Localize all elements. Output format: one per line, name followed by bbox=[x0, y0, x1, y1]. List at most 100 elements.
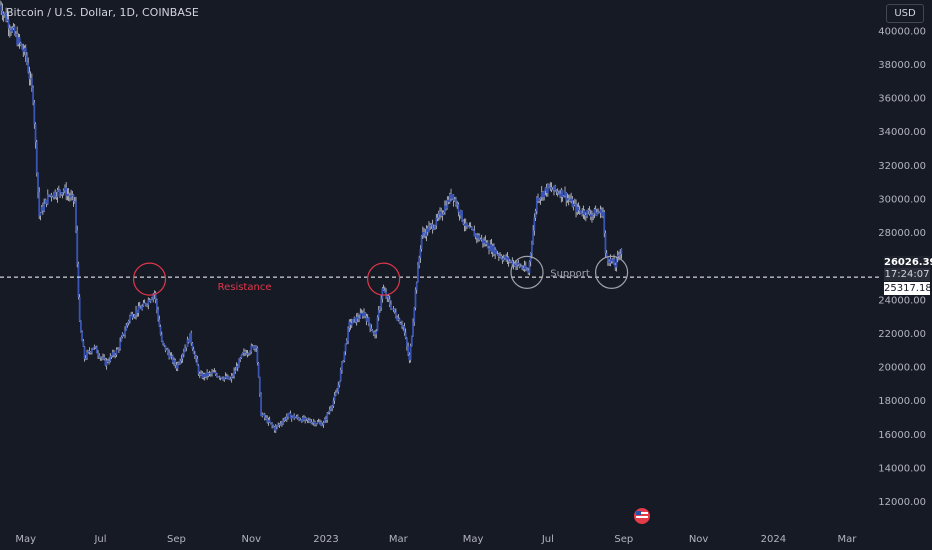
x-tick-label: 2023 bbox=[313, 534, 338, 545]
candle-body bbox=[249, 351, 251, 354]
candle-body bbox=[549, 187, 552, 189]
candle-body bbox=[584, 215, 587, 217]
candle-body bbox=[197, 365, 200, 374]
y-tick-label: 18000.00 bbox=[878, 396, 926, 407]
candle-body bbox=[65, 187, 68, 197]
candle-body bbox=[175, 365, 178, 369]
candle-body bbox=[468, 226, 471, 228]
candle-body bbox=[608, 261, 611, 264]
candle-body bbox=[437, 213, 440, 218]
candle-body bbox=[72, 194, 75, 202]
candle-body bbox=[105, 360, 108, 366]
candle-body bbox=[311, 422, 314, 424]
candle-body bbox=[421, 231, 424, 236]
candle-body bbox=[338, 380, 341, 386]
candle-body bbox=[4, 13, 6, 15]
candle-body bbox=[442, 212, 445, 215]
candle-body bbox=[610, 258, 613, 262]
candle-body bbox=[426, 228, 429, 232]
candle-body bbox=[299, 419, 302, 421]
candle-body bbox=[213, 372, 216, 374]
candle-body bbox=[359, 312, 362, 319]
candle-body bbox=[586, 210, 588, 217]
candle-body bbox=[227, 376, 229, 379]
candle-body bbox=[67, 193, 70, 196]
candle-body bbox=[587, 210, 590, 212]
candle-body bbox=[164, 345, 167, 351]
candle-body bbox=[493, 245, 495, 255]
candle-body bbox=[45, 199, 48, 204]
candle-body bbox=[247, 353, 250, 355]
candle-body bbox=[111, 352, 114, 356]
candle-body bbox=[109, 356, 112, 362]
candle-body bbox=[494, 249, 497, 255]
candle-body bbox=[271, 423, 273, 426]
candle-body bbox=[239, 358, 242, 360]
y-tick-label: 22000.00 bbox=[878, 329, 926, 340]
candle-body bbox=[555, 190, 558, 192]
candle-body bbox=[16, 33, 19, 45]
candle-body bbox=[54, 192, 57, 197]
candle-body bbox=[211, 372, 213, 374]
x-axis[interactable]: May Jul Sep Nov 2023 Mar May Jul Sep Nov 2024 Mar bbox=[15, 534, 857, 545]
candle-body bbox=[242, 351, 245, 353]
candle-body bbox=[254, 346, 256, 349]
candle-body bbox=[60, 192, 63, 195]
candle-body bbox=[76, 230, 79, 264]
candle-body bbox=[83, 346, 86, 359]
candle-body bbox=[429, 224, 432, 227]
candle-body bbox=[484, 240, 487, 245]
candle-body bbox=[321, 424, 324, 426]
candle-body bbox=[181, 354, 184, 359]
candle-body bbox=[28, 72, 31, 80]
candle-body bbox=[235, 366, 238, 371]
candle-body bbox=[369, 323, 372, 329]
candle-body bbox=[78, 297, 81, 322]
candle-body bbox=[103, 357, 106, 359]
candle-body bbox=[605, 253, 608, 257]
candle-body bbox=[208, 372, 211, 374]
candle-body bbox=[284, 418, 287, 420]
candle-body bbox=[342, 360, 345, 363]
candle-body bbox=[6, 19, 9, 21]
candle-body bbox=[490, 244, 493, 253]
candle-body bbox=[576, 206, 579, 213]
candle-body bbox=[408, 354, 411, 361]
flag-icon[interactable] bbox=[634, 508, 650, 524]
candle-body bbox=[478, 235, 481, 240]
candle-body bbox=[174, 360, 177, 366]
candle-body bbox=[607, 256, 609, 262]
candle-body bbox=[176, 363, 179, 369]
candle-body bbox=[77, 263, 80, 298]
candle-body bbox=[414, 289, 417, 308]
candle-body bbox=[50, 194, 53, 197]
y-tick-label: 20000.00 bbox=[878, 363, 926, 374]
candle-body bbox=[580, 210, 582, 214]
candle-body bbox=[2, 13, 5, 16]
candle-body bbox=[75, 201, 77, 231]
candle-body bbox=[146, 304, 148, 306]
candle-body bbox=[33, 102, 36, 125]
candle-body bbox=[441, 214, 444, 216]
candle-body bbox=[262, 414, 265, 416]
candle-body bbox=[327, 412, 330, 414]
candle-body bbox=[189, 333, 191, 343]
candle-body bbox=[519, 266, 522, 268]
currency-button[interactable]: USD bbox=[886, 4, 924, 23]
y-axis[interactable]: 40000.00 38000.00 36000.00 34000.00 32000.00… bbox=[878, 26, 926, 508]
candle-body bbox=[196, 358, 199, 366]
candle-body bbox=[553, 185, 555, 191]
x-tick-label: Jul bbox=[93, 534, 106, 545]
candle-body bbox=[318, 422, 321, 424]
candle-body bbox=[379, 307, 381, 311]
candle-body bbox=[354, 317, 357, 323]
candle-body bbox=[504, 256, 506, 258]
candle-body bbox=[333, 395, 336, 401]
candle-body bbox=[122, 333, 125, 335]
candle-body bbox=[207, 372, 210, 376]
x-tick-label: Mar bbox=[837, 534, 857, 545]
candle-body bbox=[135, 310, 137, 316]
candle-body bbox=[432, 228, 435, 230]
last-price-tag: 26026.39 bbox=[884, 256, 932, 269]
